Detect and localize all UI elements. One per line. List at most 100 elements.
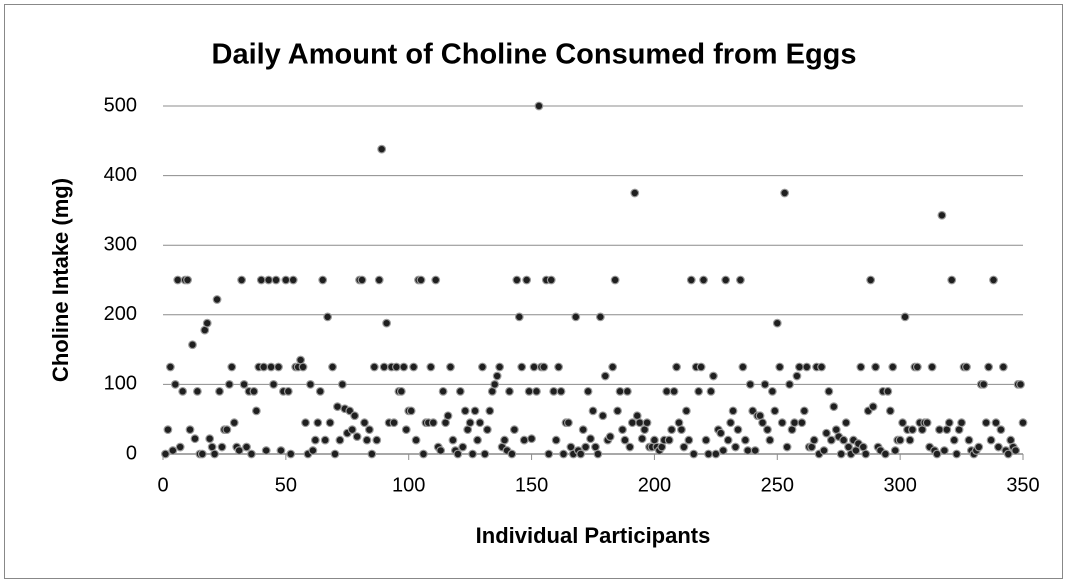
data-point (222, 425, 232, 435)
data-point (767, 386, 777, 396)
data-point (792, 371, 802, 381)
data-point (416, 275, 426, 285)
data-point (556, 386, 566, 396)
data-point (618, 425, 627, 435)
data-point (217, 442, 227, 452)
x-tick-label: 300 (883, 474, 916, 496)
data-point (627, 418, 637, 428)
data-point (667, 425, 677, 435)
data-point (935, 425, 944, 435)
data-point (549, 386, 559, 396)
data-point (957, 418, 966, 428)
data-point (446, 362, 455, 372)
data-point (234, 446, 244, 455)
data-point (856, 362, 866, 372)
data-point (883, 386, 893, 396)
data-point (684, 435, 694, 445)
data-point (861, 449, 871, 459)
data-point (947, 275, 957, 285)
data-point (686, 275, 696, 285)
data-point (247, 449, 256, 459)
data-point (175, 442, 185, 452)
data-point (696, 362, 706, 372)
data-point (505, 386, 514, 396)
data-point (706, 386, 716, 396)
data-point (529, 362, 539, 372)
data-point (630, 188, 640, 198)
data-point (392, 362, 401, 372)
data-point (765, 435, 775, 445)
data-point (900, 312, 910, 322)
data-point (576, 449, 586, 459)
data-point (251, 406, 261, 416)
data-point (726, 418, 735, 428)
data-point (571, 312, 581, 322)
data-point (352, 432, 362, 442)
data-point (310, 435, 320, 445)
data-point (237, 275, 247, 285)
data-point (922, 418, 932, 428)
data-point (871, 362, 880, 372)
data-point (790, 418, 799, 428)
data-point (512, 275, 522, 285)
data-point (564, 418, 573, 428)
data-point (989, 275, 998, 285)
data-point (281, 275, 291, 285)
data-point (350, 411, 360, 421)
data-point (458, 442, 468, 452)
data-point (500, 435, 509, 445)
data-point (443, 411, 453, 421)
data-point (165, 362, 175, 372)
data-point (709, 371, 718, 381)
data-point (183, 275, 192, 285)
data-point (389, 418, 399, 428)
data-point (777, 418, 787, 428)
x-tick-label: 100 (392, 474, 425, 496)
data-point (470, 406, 480, 416)
data-point (635, 418, 645, 428)
data-point (283, 386, 293, 396)
data-point (473, 435, 482, 445)
data-point (974, 442, 984, 452)
data-point (188, 340, 197, 350)
data-point (261, 446, 271, 455)
data-point (315, 386, 325, 396)
data-point (406, 406, 416, 416)
data-point (396, 386, 406, 396)
data-point (229, 418, 239, 428)
data-point (964, 435, 974, 445)
data-point (736, 275, 745, 285)
data-point (527, 434, 536, 444)
data-point (772, 318, 782, 328)
data-point (1016, 380, 1025, 389)
x-tick-label: 0 (157, 474, 168, 496)
data-point (898, 418, 907, 428)
data-point (335, 435, 345, 445)
data-point (551, 435, 561, 445)
data-point (679, 442, 689, 452)
data-point (360, 418, 369, 428)
data-point (605, 432, 615, 442)
data-point (485, 406, 495, 416)
data-point (215, 386, 224, 396)
data-point (905, 435, 915, 445)
x-tick-label: 350 (1006, 474, 1039, 496)
y-tick-label: 0 (126, 442, 137, 464)
data-point (586, 434, 595, 444)
data-point (382, 318, 392, 328)
data-point (455, 386, 465, 396)
data-point (274, 362, 283, 372)
data-point (694, 386, 704, 396)
data-point (610, 275, 620, 285)
data-point (522, 275, 532, 285)
data-point (952, 449, 962, 459)
data-point (669, 386, 679, 396)
y-tick-label: 500 (104, 94, 137, 116)
data-point (785, 380, 794, 389)
data-point (178, 386, 188, 396)
data-point (271, 275, 281, 285)
data-point (242, 442, 251, 452)
data-point (986, 435, 996, 445)
data-point (758, 418, 767, 428)
